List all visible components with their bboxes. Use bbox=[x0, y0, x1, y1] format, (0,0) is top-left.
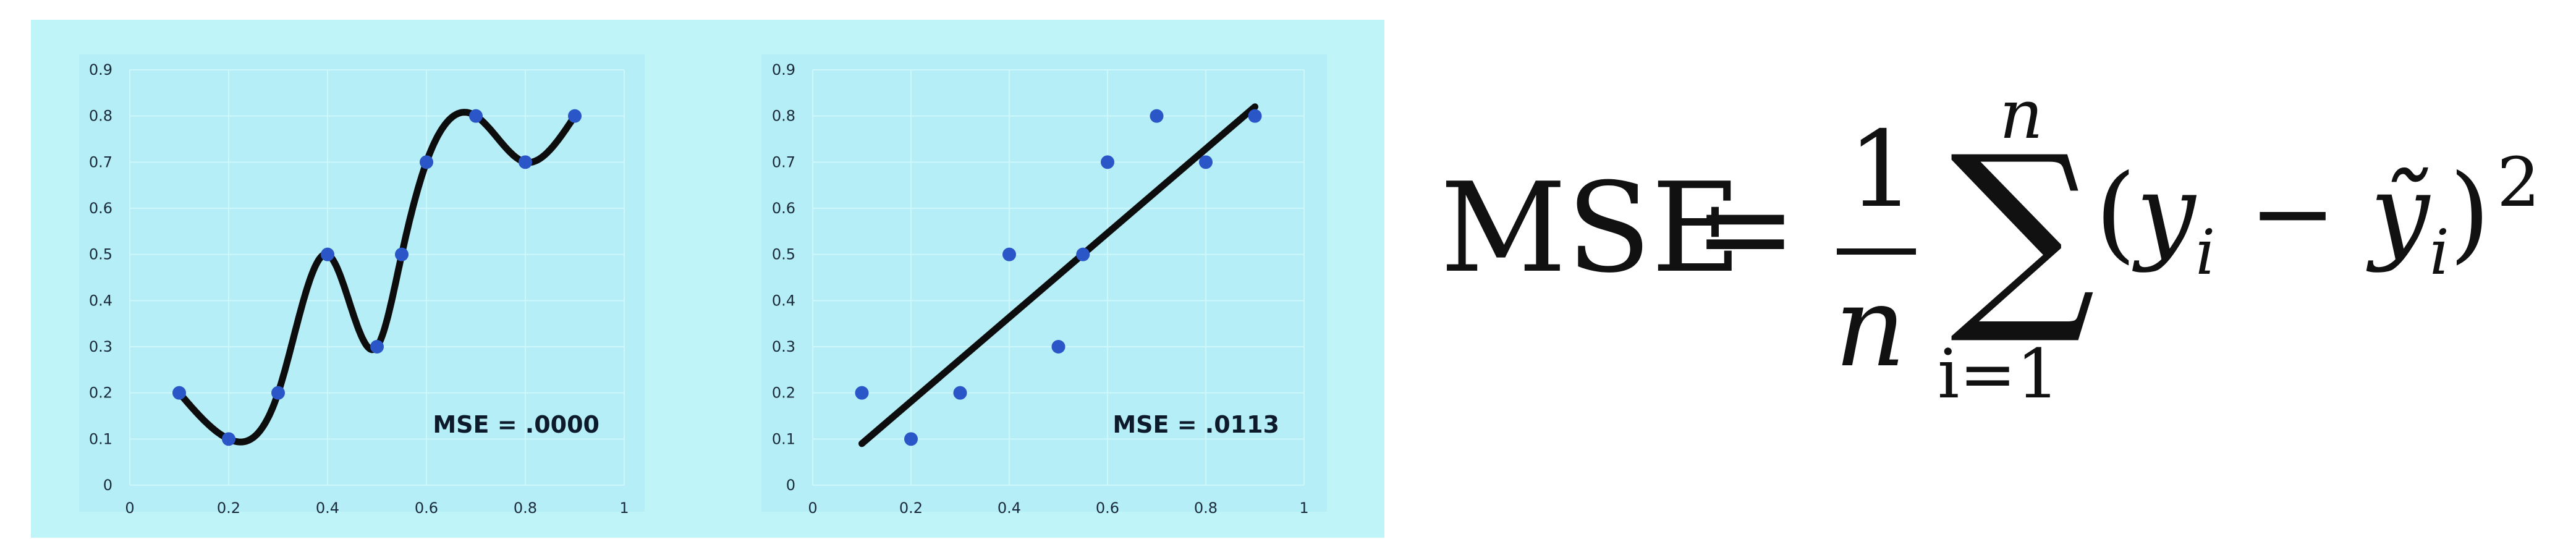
x-tick-label: 0.6 bbox=[415, 499, 438, 517]
y-tick-label: 0.8 bbox=[89, 108, 112, 125]
data-point bbox=[271, 386, 285, 400]
data-point bbox=[420, 155, 433, 169]
x-tick-label: 0 bbox=[808, 499, 817, 517]
data-point bbox=[1248, 109, 1262, 123]
y-tick-label: 0.2 bbox=[772, 384, 795, 402]
chart-linear-fit: 0 0.2 0.4 0.6 0.8 1 0 0.1 0.2 0.3 0.4 0.5 0.6 0.7 0.8 0… bbox=[761, 54, 1327, 517]
y-tick-label: 0.7 bbox=[772, 153, 795, 171]
y-tick-label: 0.7 bbox=[89, 153, 112, 171]
y-tick-label: 0 bbox=[103, 477, 112, 494]
data-point bbox=[1150, 109, 1164, 123]
data-point bbox=[172, 386, 186, 400]
summation-upper-limit: n bbox=[1999, 75, 2043, 154]
data-point bbox=[1101, 155, 1114, 169]
plot-area bbox=[79, 54, 645, 512]
y-tick-label: 0.1 bbox=[89, 430, 112, 447]
data-point bbox=[469, 109, 483, 123]
formula-equals: = bbox=[1693, 156, 1797, 300]
x-tick-label: 0 bbox=[125, 499, 134, 517]
formula-numerator: 1 bbox=[1848, 109, 1915, 231]
open-paren: ( bbox=[2095, 152, 2137, 274]
summation-lower-limit: i=1 bbox=[1938, 334, 2060, 413]
y-symbol: y bbox=[2136, 152, 2196, 274]
y-tick-label: 0.6 bbox=[772, 200, 795, 217]
data-point bbox=[953, 386, 967, 400]
data-point bbox=[1076, 247, 1090, 261]
y-tilde-subscript: i bbox=[2429, 216, 2449, 289]
data-point bbox=[568, 109, 582, 123]
mse-formula: MSE = 1 n ∑ n i=1 (yi − ỹi) 2 bbox=[1421, 80, 2559, 476]
data-point bbox=[321, 247, 334, 261]
y-tilde-symbol: ỹ bbox=[2370, 152, 2430, 274]
y-tick-label: 0.2 bbox=[89, 384, 112, 402]
x-tick-label: 0.8 bbox=[514, 499, 537, 517]
fraction-bar bbox=[1837, 248, 1916, 255]
x-tick-label: 1 bbox=[1299, 499, 1308, 517]
data-point bbox=[395, 247, 409, 261]
x-tick-label: 0.8 bbox=[1194, 499, 1218, 517]
y-tick-label: 0.4 bbox=[89, 292, 112, 309]
y-tick-label: 0.9 bbox=[772, 61, 795, 78]
x-tick-label: 0.4 bbox=[998, 499, 1021, 517]
y-tick-label: 0.4 bbox=[772, 292, 795, 309]
data-point bbox=[370, 340, 384, 354]
y-tick-label: 0.5 bbox=[89, 246, 112, 263]
formula-lhs: MSE bbox=[1440, 156, 1742, 300]
summation-symbol: ∑ bbox=[1950, 112, 2096, 349]
x-tick-label: 1 bbox=[619, 499, 629, 517]
x-tick-label: 0.6 bbox=[1096, 499, 1119, 517]
y-tick-label: 0.5 bbox=[772, 246, 795, 263]
formula-body: (yi − ỹi) bbox=[2095, 161, 2490, 284]
x-tick-label: 0.2 bbox=[899, 499, 923, 517]
mse-annotation: MSE = .0113 bbox=[1112, 411, 1279, 438]
minus-sign: − bbox=[2248, 152, 2337, 274]
formula-denominator: n bbox=[1834, 263, 1906, 392]
data-point bbox=[1051, 340, 1066, 354]
x-tick-label: 0.4 bbox=[316, 499, 339, 517]
mse-annotation: MSE = .0000 bbox=[433, 411, 600, 438]
data-point bbox=[855, 386, 869, 400]
y-tick-label: 0.9 bbox=[89, 61, 112, 78]
y-tick-label: 0.1 bbox=[772, 430, 795, 447]
chart-perfect-fit: 0 0.2 0.4 0.6 0.8 1 0 0.1 0.2 0.3 0.4 0.5 0.6 0.7 0.8 0… bbox=[79, 54, 645, 517]
y-tick-label: 0.3 bbox=[89, 338, 112, 355]
y-tick-label: 0.8 bbox=[772, 108, 795, 125]
y-tick-label: 0.3 bbox=[772, 338, 795, 355]
data-point bbox=[519, 155, 532, 169]
x-tick-label: 0.2 bbox=[217, 499, 240, 517]
data-point bbox=[1002, 247, 1016, 261]
data-point bbox=[222, 432, 235, 446]
y-tick-label: 0.6 bbox=[89, 200, 112, 217]
y-tick-label: 0 bbox=[786, 477, 795, 494]
formula-exponent: 2 bbox=[2497, 143, 2540, 222]
close-paren: ) bbox=[2449, 152, 2491, 274]
regression-line bbox=[858, 103, 1258, 447]
data-point bbox=[904, 432, 918, 446]
data-point bbox=[1199, 155, 1213, 169]
y-subscript: i bbox=[2195, 216, 2216, 289]
